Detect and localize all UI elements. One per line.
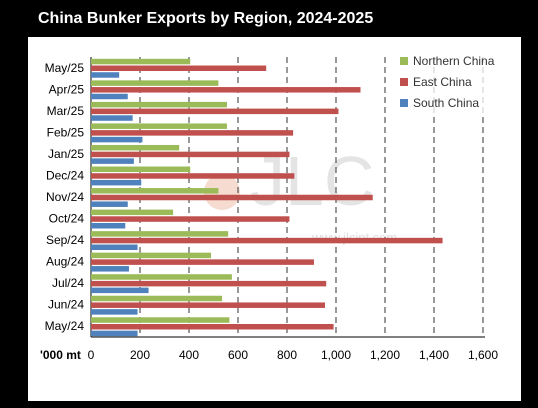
bar: [91, 136, 143, 143]
bar: [91, 58, 191, 65]
bar: [91, 252, 212, 259]
bar: [91, 65, 267, 72]
category-label: May/25: [45, 61, 85, 75]
bar: [91, 295, 223, 302]
x-tick-label: 400: [179, 348, 199, 362]
bar: [91, 323, 334, 330]
category-label: Aug/24: [46, 255, 84, 269]
bar: [91, 201, 128, 207]
bar: [91, 266, 129, 272]
bar: [91, 108, 339, 115]
legend-swatch: [400, 78, 408, 86]
legend-label: South China: [413, 96, 479, 110]
chart-footer: [28, 377, 521, 401]
bar: [91, 194, 373, 201]
bar: [91, 115, 133, 121]
category-label: Dec/24: [46, 168, 84, 182]
x-tick-label: 800: [277, 348, 297, 362]
bar: [91, 93, 128, 100]
bars: [91, 58, 443, 337]
category-labels: May/25 Apr/25 Mar/25 Feb/25 Jan/25 Dec/24 Nov/…: [45, 61, 85, 333]
bar: [91, 280, 327, 287]
x-tick-label: 1,000: [321, 348, 351, 362]
x-tick-label: 1,400: [419, 348, 449, 362]
bar: [91, 80, 219, 86]
category-label: Jul/24: [52, 276, 84, 290]
category-label: Oct/24: [49, 212, 85, 226]
bar: [91, 123, 227, 129]
bar: [91, 101, 227, 108]
bar: [91, 302, 325, 308]
bar: [91, 287, 149, 294]
watermark-swirl-icon: [204, 174, 240, 210]
category-label: Feb/25: [47, 125, 85, 139]
bar: [91, 259, 314, 265]
category-label: Jun/24: [48, 298, 84, 312]
x-tick-label: 1,200: [370, 348, 400, 362]
unit-label: '000 mt: [40, 348, 81, 362]
bar: [91, 188, 219, 194]
legend-swatch: [400, 99, 408, 107]
bar: [91, 87, 361, 93]
bar: [91, 130, 294, 136]
bar: [91, 158, 134, 164]
bar: [91, 173, 295, 179]
chart-title: China Bunker Exports by Region, 2024-202…: [38, 10, 374, 27]
category-label: Mar/25: [47, 104, 85, 118]
bar: [91, 244, 138, 251]
legend-label: East China: [413, 75, 472, 89]
category-label: Nov/24: [46, 190, 84, 204]
bar: [91, 216, 290, 222]
bar: [91, 330, 138, 337]
bar: [91, 274, 232, 280]
category-label: Jan/25: [48, 147, 84, 161]
watermark-logo: JLC www.jlcint.com: [204, 142, 397, 245]
bar: [91, 72, 120, 78]
legend-label: Northern China: [413, 54, 495, 68]
bar: [91, 317, 230, 323]
category-label: Sep/24: [46, 233, 84, 247]
bar: [91, 166, 191, 173]
x-tick-labels: 0 200 400 600 800 1,000 1,200 1,400 1,600: [88, 348, 499, 362]
bar: [91, 237, 443, 244]
category-label: May/24: [45, 319, 85, 333]
legend-swatch: [400, 57, 408, 65]
x-tick-label: 600: [228, 348, 248, 362]
bar: [91, 309, 138, 315]
x-tick-label: 0: [88, 348, 95, 362]
bar: [91, 144, 180, 151]
bar: [91, 231, 229, 237]
bar: [91, 209, 174, 216]
category-label: Apr/25: [49, 82, 85, 96]
bar: [91, 151, 290, 158]
legend-box: [392, 50, 508, 114]
x-tick-label: 200: [130, 348, 150, 362]
bar: [91, 222, 126, 229]
bar: [91, 179, 142, 186]
legend: Northern China East China South China: [392, 50, 508, 114]
x-tick-label: 1,600: [468, 348, 498, 362]
